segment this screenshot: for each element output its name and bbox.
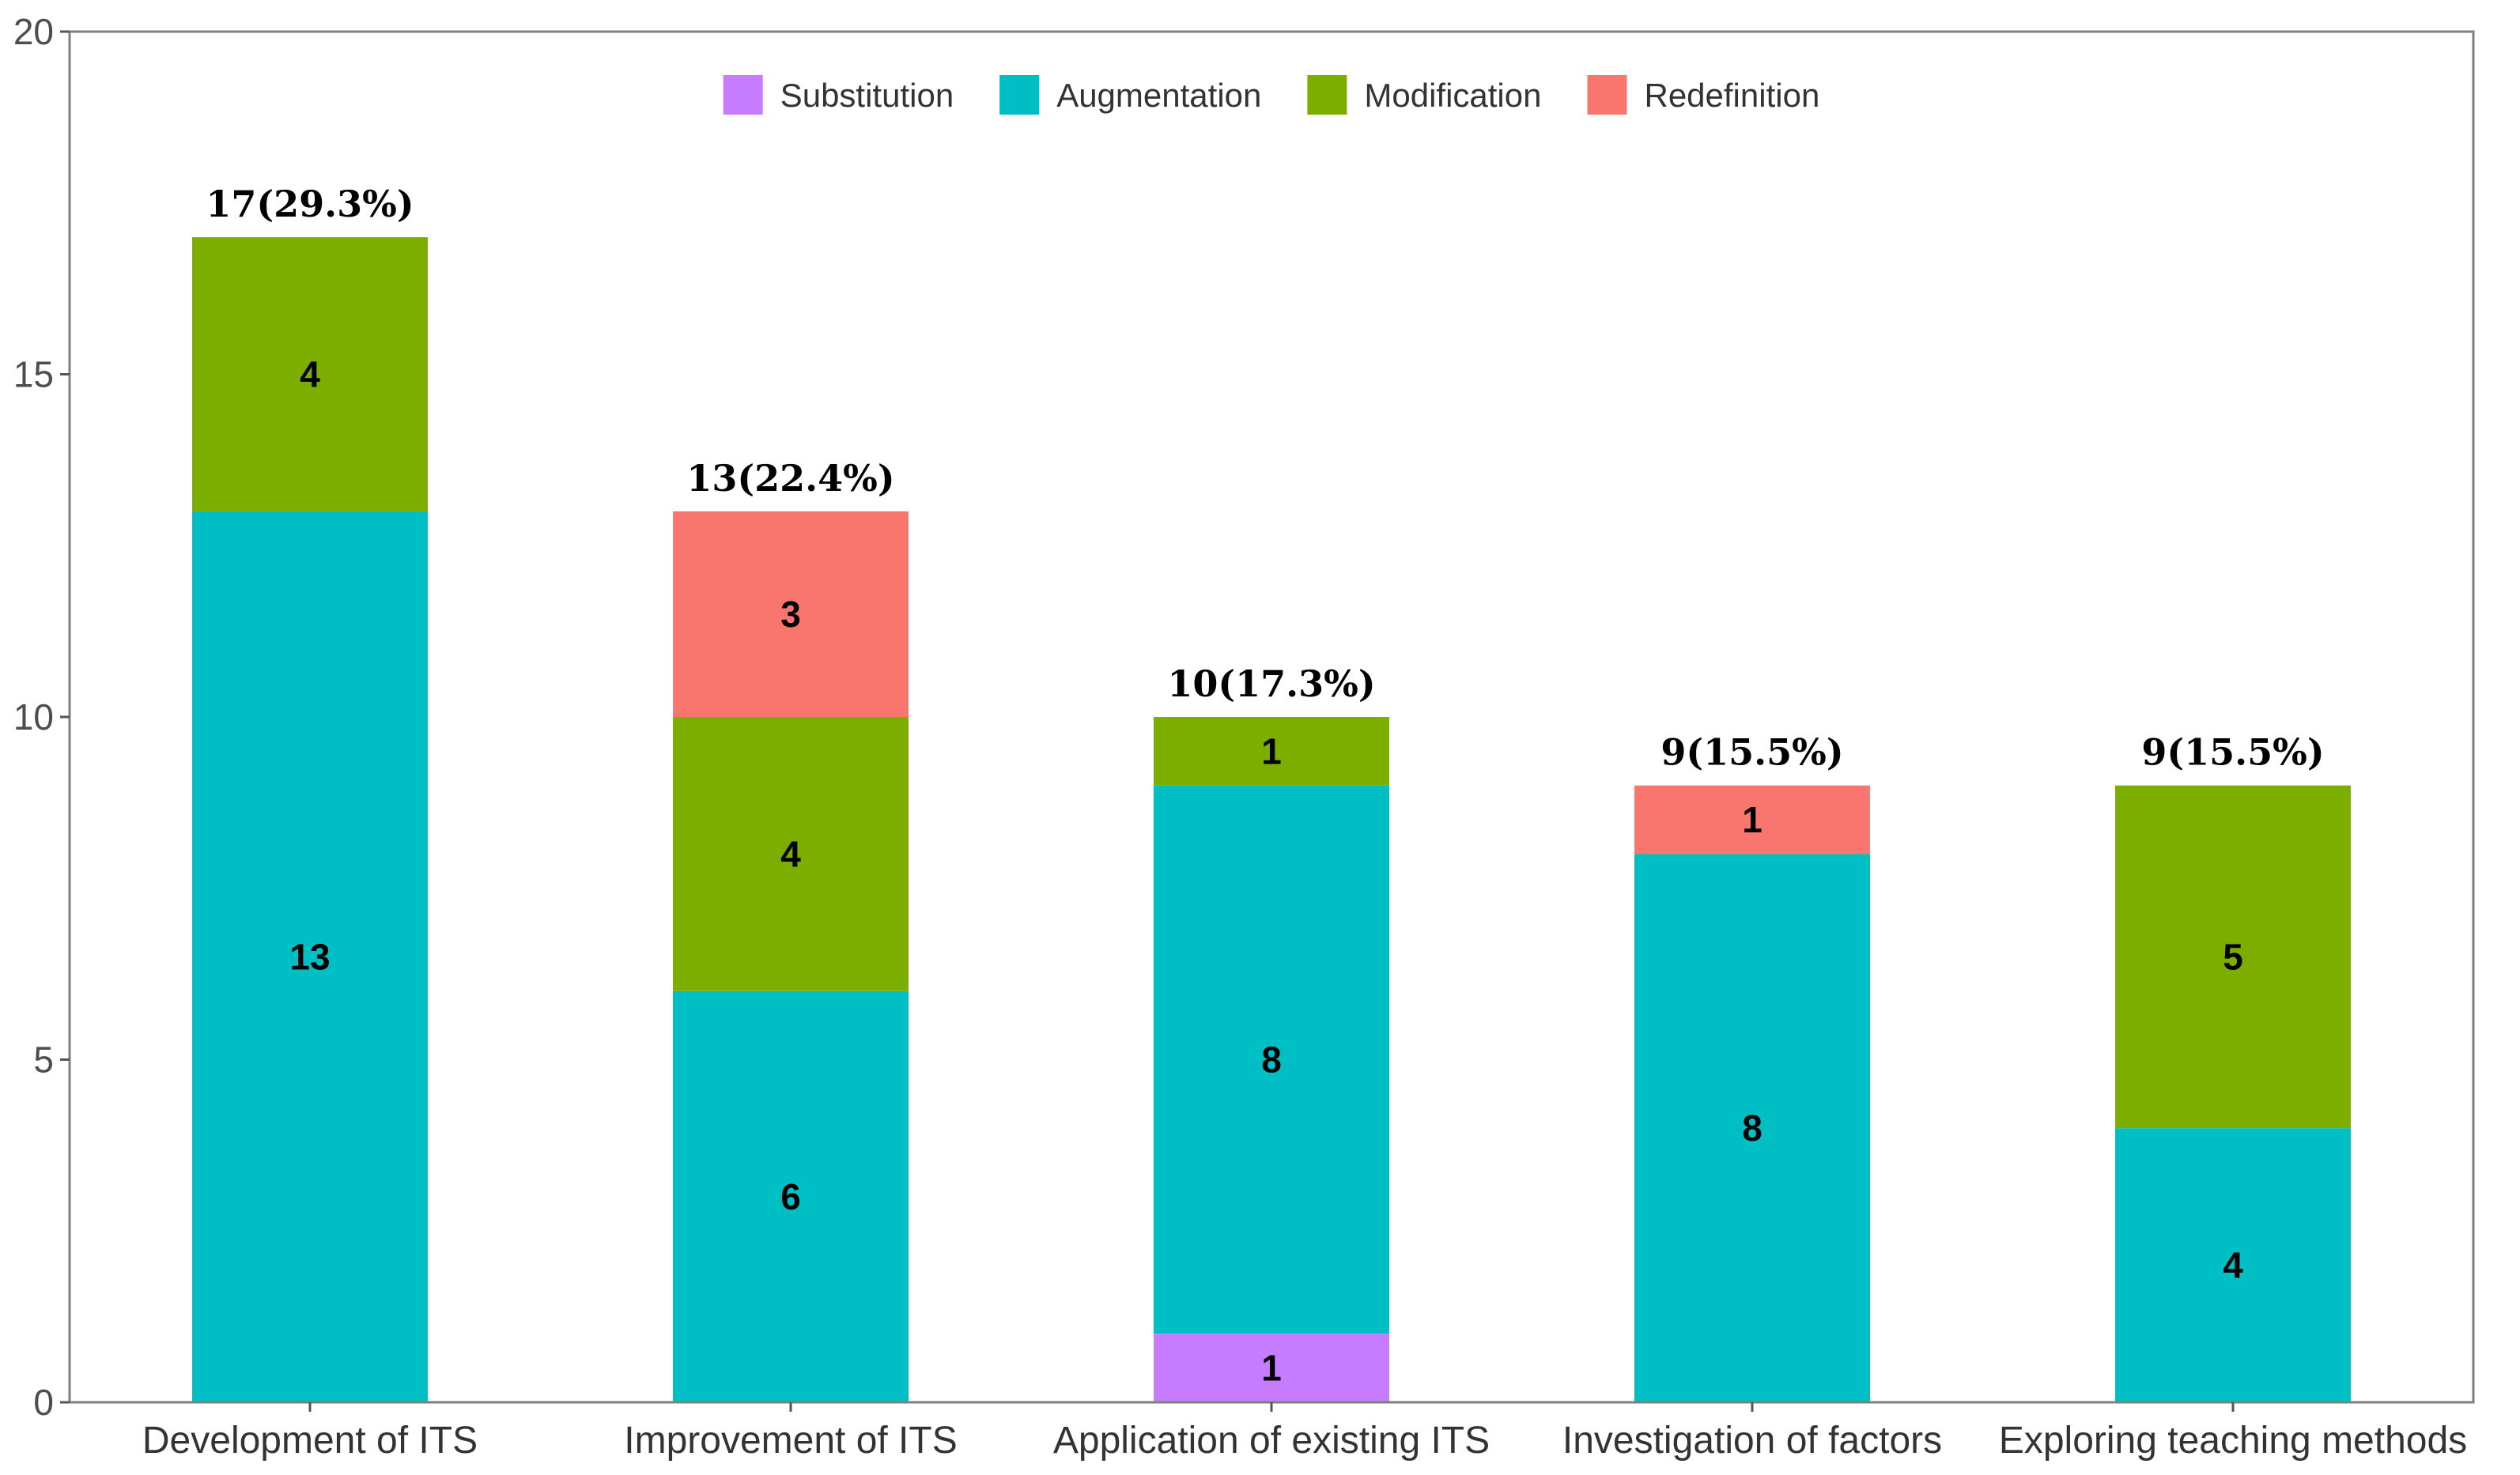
- y-tick-label: 0: [33, 1382, 54, 1423]
- bar-segment-substitution: [1154, 1334, 1389, 1402]
- bar-total-label: 17(29.3%): [206, 183, 414, 225]
- segment-value-label: 4: [2223, 1245, 2243, 1286]
- y-tick-label: 5: [33, 1039, 54, 1081]
- y-tick-label: 15: [13, 354, 54, 395]
- legend-item-redefinition: Redefinition: [1587, 75, 1819, 115]
- bar-total-label: 10(17.3%): [1167, 662, 1375, 705]
- bar-segment-augmentation: [192, 511, 428, 1402]
- segment-value-label: 5: [2223, 936, 2243, 977]
- bar-total-label: 13(22.4%): [686, 457, 894, 500]
- x-category-label: Development of ITS: [142, 1420, 478, 1462]
- legend-swatch: [1307, 75, 1347, 115]
- y-tick-label: 20: [13, 11, 54, 52]
- legend-label: Modification: [1364, 77, 1541, 114]
- x-category-label: Exploring teaching methods: [1999, 1420, 2467, 1462]
- y-tick-label: 10: [13, 696, 54, 738]
- bar-segment-augmentation: [2115, 1128, 2351, 1402]
- legend-label: Substitution: [780, 77, 954, 114]
- legend-swatch: [999, 75, 1040, 115]
- x-category-label: Investigation of factors: [1562, 1420, 1942, 1462]
- segment-value-label: 1: [1742, 799, 1762, 840]
- segment-value-label: 4: [780, 833, 801, 874]
- bar-segment-modification: [1154, 717, 1389, 786]
- segment-value-label: 8: [1261, 1039, 1282, 1081]
- legend: Substitution Augmentation Modification Rede…: [723, 75, 1819, 115]
- legend-item-modification: Modification: [1307, 75, 1541, 115]
- bar-total-label: 9(15.5%): [1660, 731, 1843, 774]
- legend-swatch: [723, 75, 763, 115]
- bar-segment-augmentation: [1634, 854, 1870, 1402]
- legend-item-augmentation: Augmentation: [999, 75, 1261, 115]
- segment-value-label: 3: [780, 594, 801, 635]
- segment-value-label: 1: [1261, 1348, 1282, 1389]
- bar-segment-redefinition: [1634, 785, 1870, 854]
- segment-value-label: 8: [1742, 1107, 1762, 1149]
- legend-label: Redefinition: [1644, 77, 1819, 114]
- bar-segment-redefinition: [673, 511, 909, 717]
- bars-layer: [192, 237, 2351, 1402]
- legend-label: Augmentation: [1056, 77, 1261, 114]
- segment-value-label: 6: [780, 1176, 801, 1217]
- bar-segment-modification: [673, 717, 909, 991]
- x-category-label: Improvement of ITS: [624, 1420, 957, 1462]
- bar-segment-modification: [2115, 785, 2351, 1129]
- segment-value-label: 4: [300, 354, 320, 395]
- segment-value-label: 1: [1261, 730, 1282, 771]
- x-category-label: Application of existing ITS: [1053, 1420, 1490, 1462]
- bar-segment-augmentation: [1154, 785, 1389, 1334]
- bar-segment-modification: [192, 237, 428, 511]
- bar-total-label: 9(15.5%): [2141, 731, 2324, 774]
- bar-segment-augmentation: [673, 990, 909, 1402]
- labels-layer: 13 4 17(29.3%) 6 4 3 13(22.4%) 1 8 1 10(17.3%) 8 1 9(…: [206, 183, 2324, 1389]
- segment-value-label: 13: [289, 936, 330, 977]
- legend-swatch: [1587, 75, 1627, 115]
- legend-item-substitution: Substitution: [723, 75, 954, 115]
